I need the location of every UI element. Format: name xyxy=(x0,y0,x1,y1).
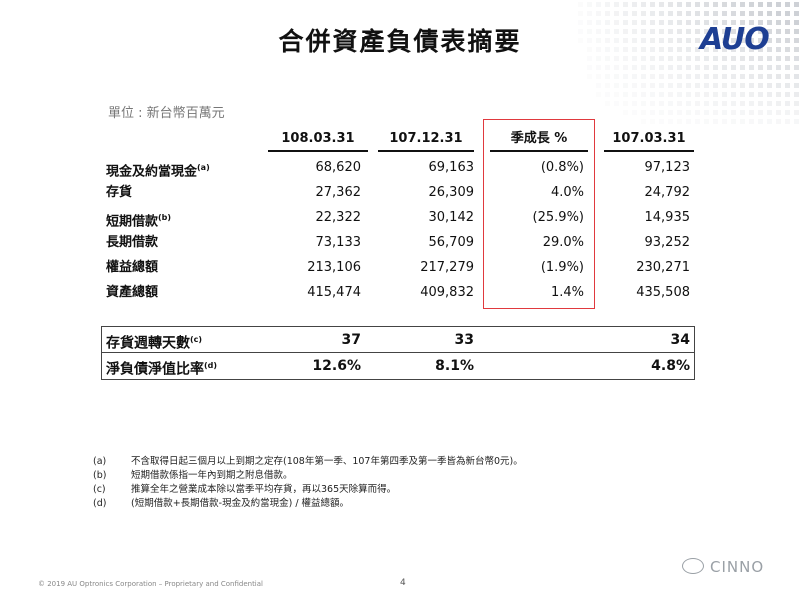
row-label-long-term-loans: 長期借款 xyxy=(106,235,159,250)
copyright-footer: © 2019 AU Optronics Corporation – Propri… xyxy=(38,580,263,588)
page-title: 合併資產負債表摘要 xyxy=(278,27,522,56)
ratios-divider xyxy=(101,352,695,353)
unit-label: 單位 : 新台幣百萬元 xyxy=(108,106,225,121)
cinno-watermark: CINNO xyxy=(682,558,764,576)
table-cell: 27,362 xyxy=(315,185,362,200)
table-cell: 1.4% xyxy=(550,285,584,300)
ratios-box xyxy=(101,326,695,380)
table-cell: (1.9%) xyxy=(540,260,584,275)
table-cell: 217,279 xyxy=(420,260,474,275)
row-label-net-debt-to-equity: 淨負債淨值比率(d) xyxy=(106,361,218,378)
ratio-cell: 37 xyxy=(341,332,361,348)
footnote-key: (c) xyxy=(93,484,106,495)
table-cell: 69,163 xyxy=(428,160,475,175)
table-cell: 30,142 xyxy=(428,210,475,225)
footnote-text: 短期借款係指一年內到期之附息借款。 xyxy=(131,470,293,481)
table-cell: 409,832 xyxy=(420,285,474,300)
ratio-cell: 8.1% xyxy=(435,358,474,374)
ratio-cell: 4.8% xyxy=(651,358,690,374)
table-cell: 97,123 xyxy=(644,160,691,175)
table-cell: 4.0% xyxy=(550,185,584,200)
auo-logo: AUO xyxy=(700,22,770,57)
footnote-text: 不含取得日起三個月以上到期之定存(108年第一季、107年第四季及第一季皆為新台… xyxy=(131,456,523,467)
row-label-total-assets: 資產總額 xyxy=(106,285,159,300)
row-label-total-equity: 權益總額 xyxy=(106,260,159,275)
wechat-icon xyxy=(682,558,704,574)
table-cell: 26,309 xyxy=(428,185,475,200)
row-label-short-term-loans: 短期借款(b) xyxy=(106,213,172,230)
table-cell: 435,508 xyxy=(636,285,690,300)
table-cell: 230,271 xyxy=(636,260,690,275)
col-header-107-03-31: 107.03.31 xyxy=(604,128,694,152)
table-cell: 213,106 xyxy=(307,260,361,275)
row-label-cash: 現金及約當現金(a) xyxy=(106,163,210,180)
col-header-qoq-growth: 季成長 % xyxy=(490,128,588,152)
page-number: 4 xyxy=(400,578,406,588)
ratio-cell: 12.6% xyxy=(312,358,361,374)
table-cell: 24,792 xyxy=(644,185,691,200)
table-cell: 29.0% xyxy=(542,235,584,250)
table-cell: 73,133 xyxy=(315,235,362,250)
table-cell: 14,935 xyxy=(644,210,691,225)
table-cell: (25.9%) xyxy=(532,210,584,225)
qoq-highlight-box xyxy=(483,119,595,309)
table-cell: (0.8%) xyxy=(540,160,584,175)
footnote-key: (a) xyxy=(93,456,107,467)
table-cell: 56,709 xyxy=(428,235,475,250)
table-cell: 68,620 xyxy=(315,160,362,175)
table-cell: 93,252 xyxy=(644,235,691,250)
col-header-107-12-31: 107.12.31 xyxy=(378,128,474,152)
row-label-inventory: 存貨 xyxy=(106,185,133,200)
table-cell: 22,322 xyxy=(315,210,362,225)
footnote-text: (短期借款+長期借款-現金及約當現金) / 權益總額。 xyxy=(131,498,350,509)
footnote-key: (d) xyxy=(93,498,107,509)
footnote-text: 推算全年之營業成本除以當季平均存貨，再以365天除算而得。 xyxy=(131,484,397,495)
footnote-key: (b) xyxy=(93,470,107,481)
table-cell: 415,474 xyxy=(307,285,361,300)
ratio-cell: 33 xyxy=(454,332,474,348)
ratio-cell: 34 xyxy=(670,332,690,348)
col-header-108-03-31: 108.03.31 xyxy=(268,128,368,152)
row-label-inventory-turnover-days: 存貨週轉天數(c) xyxy=(106,335,203,352)
